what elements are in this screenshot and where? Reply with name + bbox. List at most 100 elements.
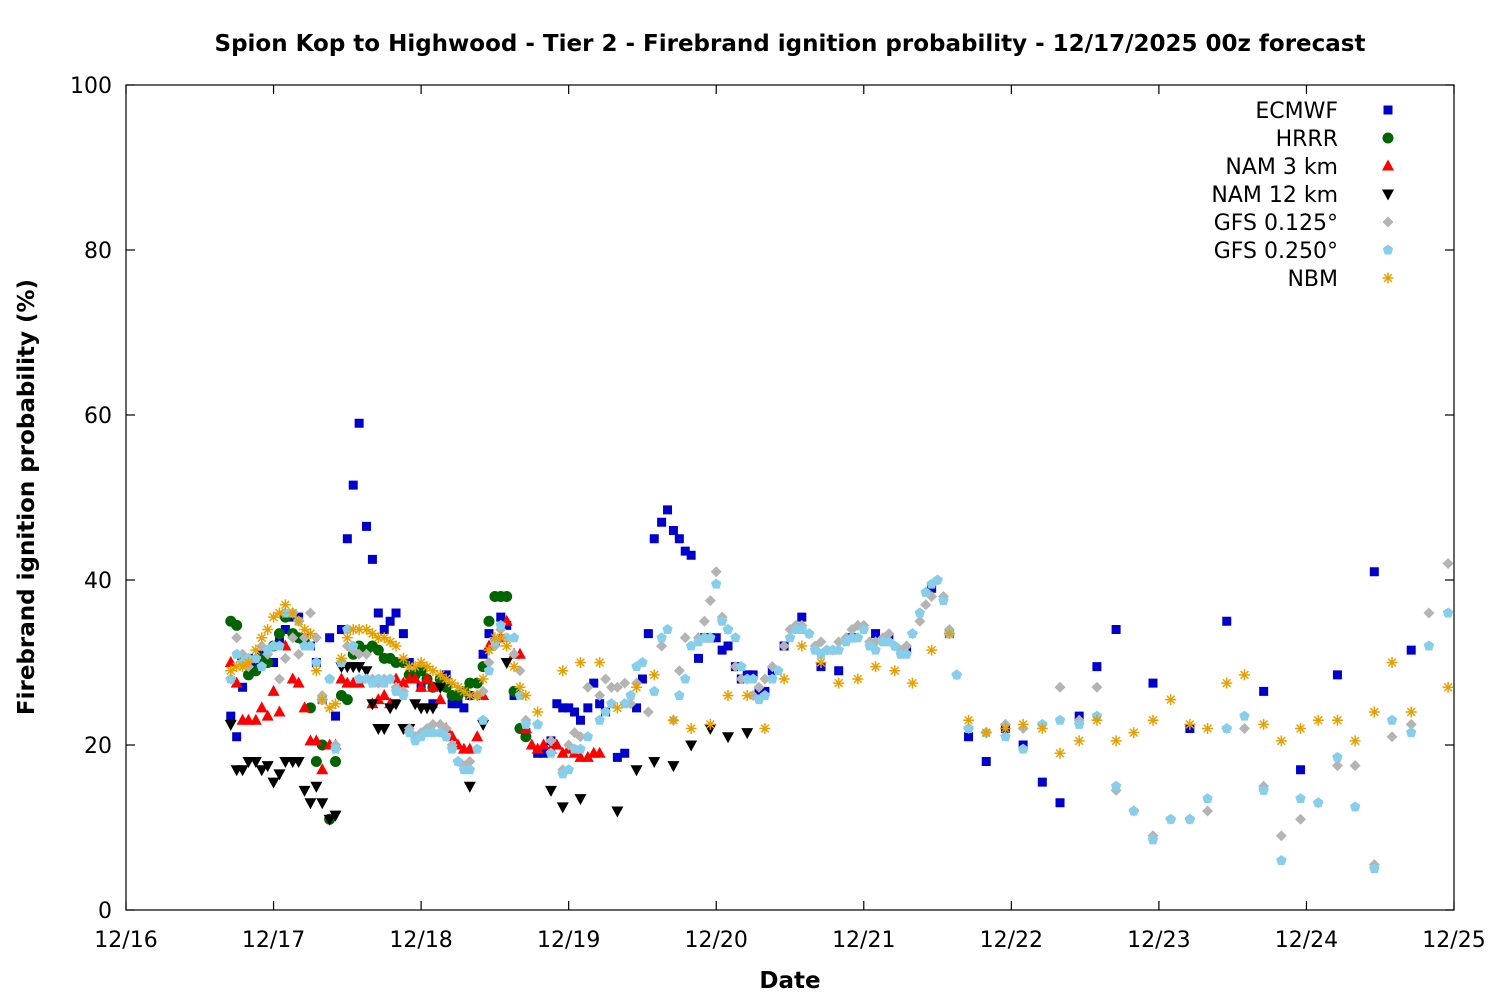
data-point [964, 732, 974, 742]
data-point [772, 665, 784, 676]
data-point [304, 798, 317, 810]
data-point [1349, 735, 1361, 747]
data-point [293, 648, 305, 660]
data-point [1259, 686, 1269, 696]
legend-label-nam-12-km: NAM 12 km [1211, 183, 1338, 208]
data-point [232, 732, 242, 742]
data-point [299, 632, 311, 644]
data-point [920, 586, 931, 597]
data-point [649, 534, 659, 544]
x-tick-label: 12/22 [980, 928, 1043, 953]
data-point [464, 764, 476, 775]
data-point [230, 676, 243, 688]
data-point [797, 612, 807, 622]
data-point [648, 669, 660, 681]
axes: 12/16 12/17 12/18 12/19 12/20 12/21 12/22 12/23… [70, 74, 1486, 953]
data-point [1055, 798, 1065, 808]
data-point [261, 761, 274, 773]
data-point [833, 636, 845, 648]
data-point [943, 628, 955, 640]
data-point [667, 761, 680, 773]
data-point [471, 690, 483, 701]
data-point [833, 677, 845, 689]
legend-label-ecmwf: ECMWF [1255, 99, 1338, 124]
data-point [427, 727, 439, 738]
data-point [495, 632, 507, 644]
data-point [397, 676, 410, 688]
data-point [316, 763, 329, 775]
data-point [421, 672, 434, 684]
data-point [581, 750, 594, 762]
data-point [426, 680, 439, 692]
data-point [279, 599, 291, 611]
data-point [778, 640, 790, 652]
data-point [582, 681, 594, 693]
data-point [1054, 681, 1066, 693]
data-point [625, 690, 636, 700]
data-point [367, 554, 377, 564]
data-point [981, 757, 991, 766]
data-point [1405, 718, 1417, 730]
data-point [384, 636, 396, 648]
data-point [421, 661, 433, 673]
data-point [226, 711, 236, 721]
data-point [1239, 710, 1250, 721]
data-point [378, 724, 391, 735]
data-point [1405, 727, 1417, 738]
data-point [686, 550, 696, 560]
x-tick-label: 12/17 [242, 928, 305, 953]
data-point [335, 672, 348, 684]
data-point [1386, 714, 1398, 725]
data-point [347, 624, 359, 635]
data-point [501, 640, 513, 652]
data-point [803, 628, 815, 639]
y-tick-label: 40 [84, 569, 112, 594]
data-point [508, 632, 520, 643]
data-point [273, 673, 285, 685]
data-point [237, 661, 249, 673]
data-point [398, 690, 409, 700]
data-point [390, 640, 402, 652]
data-point [619, 677, 631, 689]
data-point [520, 690, 532, 701]
data-point [484, 629, 494, 639]
data-point [348, 480, 358, 490]
data-point [478, 649, 488, 659]
x-tick-label: 12/23 [1127, 928, 1190, 953]
data-point [680, 546, 690, 556]
data-point [1054, 747, 1066, 759]
data-point [1111, 625, 1121, 634]
data-point [632, 703, 642, 713]
data-point [630, 765, 643, 777]
data-point [716, 615, 728, 626]
data-point [453, 699, 463, 709]
data-point [1276, 855, 1287, 865]
data-point [1386, 657, 1398, 668]
data-point [1442, 558, 1454, 569]
data-point [1036, 723, 1048, 734]
data-point [999, 723, 1011, 734]
data-point [415, 665, 427, 677]
data-point [1054, 714, 1066, 725]
data-point [298, 701, 311, 713]
data-point [1222, 616, 1232, 626]
data-point [508, 661, 520, 673]
data-point [679, 632, 691, 644]
data-point [409, 672, 422, 684]
data-point [378, 632, 390, 644]
data-point [261, 709, 274, 721]
data-point [409, 699, 422, 711]
data-point [287, 607, 299, 619]
data-point [520, 718, 532, 729]
data-point [447, 699, 457, 709]
data-point [694, 653, 704, 663]
data-point [605, 681, 617, 693]
data-point [711, 633, 721, 643]
legend-marker-nam-12-km [1382, 189, 1394, 201]
data-point [452, 756, 464, 766]
data-point [390, 685, 402, 696]
data-point [287, 632, 299, 644]
data-point [250, 652, 262, 663]
data-point [385, 616, 395, 626]
data-point [464, 756, 476, 767]
